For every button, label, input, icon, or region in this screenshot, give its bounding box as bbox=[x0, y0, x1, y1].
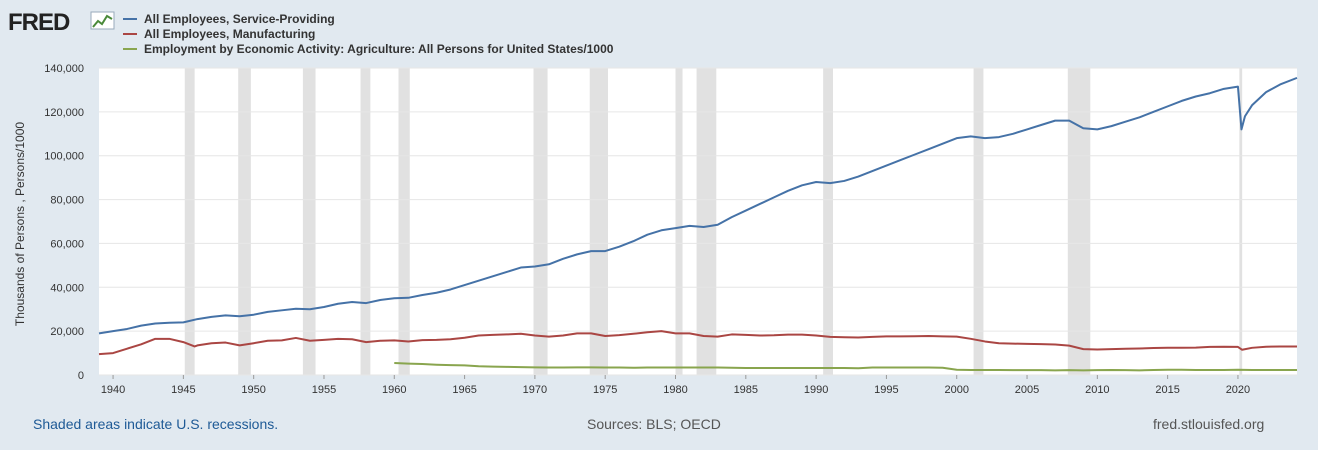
recession-band bbox=[696, 68, 717, 375]
x-tick-label: 1990 bbox=[804, 384, 828, 396]
recession-band bbox=[184, 68, 195, 375]
gridlines bbox=[99, 67, 1297, 376]
recession-band bbox=[589, 68, 609, 375]
logo-graph-icon bbox=[90, 11, 115, 30]
x-tick-label: 1985 bbox=[734, 384, 758, 396]
legend-label-manufacturing: All Employees, Manufacturing bbox=[144, 27, 315, 41]
x-axis-ticks: 1940 1945 1950 1955 1960 1965 1970 1975 1980 1985… bbox=[101, 375, 1250, 396]
y-axis-title: Thousands of Persons , Persons/1000 bbox=[13, 122, 27, 326]
recession-band bbox=[973, 68, 984, 375]
x-tick-label: 2005 bbox=[1015, 384, 1039, 396]
fred-logo-text: FRED bbox=[8, 9, 70, 36]
site-link[interactable]: fred.stlouisfed.org bbox=[1153, 416, 1265, 432]
recession-band bbox=[675, 68, 683, 375]
x-tick-label: 1950 bbox=[241, 384, 265, 396]
recession-band bbox=[823, 68, 833, 375]
x-tick-label: 1955 bbox=[312, 384, 336, 396]
recession-band bbox=[302, 68, 316, 375]
legend: All Employees, Service-Providing All Emp… bbox=[123, 12, 614, 56]
x-tick-label: 1945 bbox=[171, 384, 195, 396]
y-tick-label: 140,000 bbox=[44, 63, 84, 75]
legend-item: Employment by Economic Activity: Agricul… bbox=[123, 42, 614, 56]
y-tick-label: 120,000 bbox=[44, 107, 84, 119]
series-line-agriculture bbox=[394, 361, 1297, 372]
series-line-service-providing bbox=[98, 76, 1298, 335]
legend-label-service: All Employees, Service-Providing bbox=[144, 12, 335, 26]
legend-label-agriculture: Employment by Economic Activity: Agricul… bbox=[144, 42, 614, 56]
recession-note-link[interactable]: Shaded areas indicate U.S. recessions. bbox=[33, 416, 279, 432]
x-tick-label: 2010 bbox=[1085, 384, 1109, 396]
recession-band bbox=[238, 68, 251, 375]
x-tick-label: 1940 bbox=[101, 384, 125, 396]
x-tick-label: 1995 bbox=[874, 384, 898, 396]
x-tick-label: 2000 bbox=[944, 384, 968, 396]
x-tick-label: 2015 bbox=[1155, 384, 1179, 396]
x-tick-label: 1975 bbox=[593, 384, 617, 396]
y-tick-label: 60,000 bbox=[50, 238, 84, 250]
legend-item: All Employees, Manufacturing bbox=[123, 27, 315, 41]
x-tick-label: 1960 bbox=[382, 384, 406, 396]
legend-item: All Employees, Service-Providing bbox=[123, 12, 335, 26]
series-lines bbox=[98, 76, 1298, 372]
recession-band bbox=[398, 68, 410, 375]
x-tick-label: 1970 bbox=[523, 384, 547, 396]
recession-band bbox=[533, 68, 548, 375]
recession-band bbox=[1067, 68, 1091, 375]
recession-band bbox=[1239, 68, 1243, 375]
y-tick-label: 40,000 bbox=[50, 282, 84, 294]
recession-shading bbox=[184, 68, 1243, 375]
sources-text: Sources: BLS; OECD bbox=[587, 416, 721, 432]
y-tick-label: 0 bbox=[78, 370, 84, 382]
series-line-manufacturing bbox=[98, 330, 1297, 356]
y-axis-ticks: 0 20,000 40,000 60,000 80,000 100,000 120,000 1… bbox=[44, 63, 84, 382]
fred-logo[interactable]: FRED bbox=[8, 9, 115, 36]
y-tick-label: 80,000 bbox=[50, 195, 84, 207]
x-tick-label: 1980 bbox=[663, 384, 687, 396]
x-tick-label: 1965 bbox=[452, 384, 476, 396]
recession-band bbox=[360, 68, 371, 375]
y-tick-label: 20,000 bbox=[50, 326, 84, 338]
x-tick-label: 2020 bbox=[1226, 384, 1250, 396]
y-tick-label: 100,000 bbox=[44, 151, 84, 163]
